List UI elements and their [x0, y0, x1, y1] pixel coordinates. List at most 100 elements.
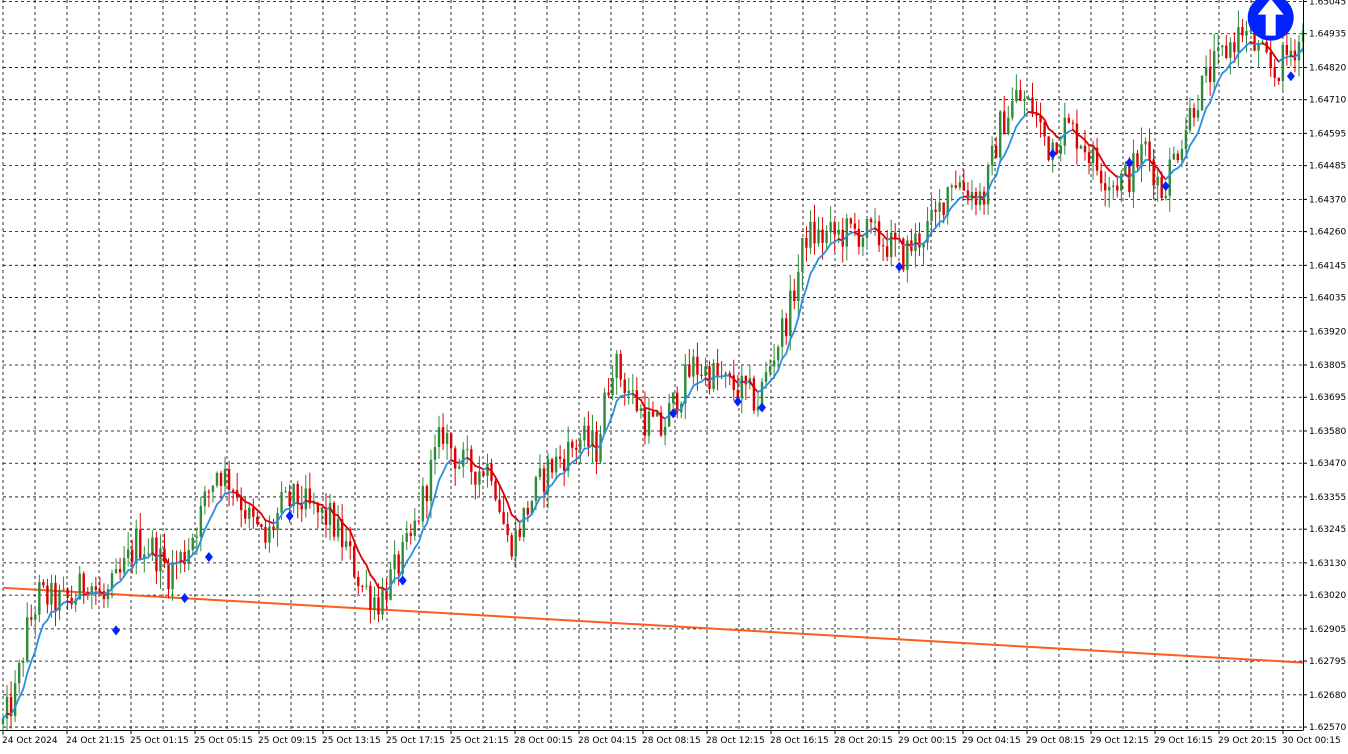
candle-body: [1060, 146, 1062, 154]
candle-body: [781, 318, 783, 347]
candle-body: [1193, 108, 1195, 118]
slow-moving-average: [3, 588, 1303, 663]
fast-ma-segment: [370, 575, 374, 580]
fast-ma-segment: [1101, 158, 1105, 165]
candle-body: [393, 554, 395, 569]
time-tick-label: 25 Oct 13:15: [322, 736, 381, 746]
fast-ma-segment: [419, 530, 423, 542]
candle-body: [510, 535, 512, 556]
candle-body: [139, 530, 141, 559]
candle-body: [664, 427, 666, 436]
candle-body: [381, 589, 383, 615]
candle-body: [842, 230, 844, 247]
time-tick-label: 28 Oct 20:15: [834, 736, 893, 746]
candle-body: [575, 448, 577, 450]
candle-body: [1023, 100, 1025, 101]
fast-ma-segment: [197, 541, 201, 551]
fast-ma-segment: [1190, 139, 1194, 145]
candle-body: [615, 354, 617, 378]
candle-body: [1173, 154, 1175, 160]
grid-lines: [3, 0, 1303, 730]
candle-body: [777, 347, 779, 361]
candle-body: [801, 238, 803, 272]
candle-body: [502, 512, 504, 524]
candle-body: [579, 440, 581, 450]
fast-ma-segment: [786, 340, 790, 354]
candle-body: [938, 202, 940, 211]
candle-body: [599, 434, 601, 462]
candle-body: [1278, 78, 1280, 81]
time-tick-label: 25 Oct 01:15: [130, 736, 189, 746]
fast-ma-segment: [1053, 132, 1057, 137]
candle-body: [1165, 196, 1167, 198]
candle-body: [1205, 67, 1207, 76]
candle-body: [204, 492, 206, 506]
candle-body: [1116, 186, 1118, 191]
diamond-marker: [112, 625, 120, 635]
candle-body: [611, 378, 613, 395]
candle-body: [438, 427, 440, 447]
candle-body: [349, 541, 351, 546]
time-tick-label: 24 Oct 2024: [2, 736, 58, 746]
fast-ma-segment: [213, 504, 217, 513]
fast-ma-segment: [1020, 116, 1024, 121]
candle-body: [1092, 148, 1094, 163]
candle-body: [785, 318, 787, 336]
fast-ma-segment: [508, 503, 512, 515]
candle-body: [825, 232, 827, 243]
candle-body: [624, 380, 626, 393]
fast-ma-segment: [362, 559, 366, 565]
fast-ma-segment: [366, 565, 370, 575]
candle-body: [555, 457, 557, 473]
candle-body: [1080, 146, 1082, 149]
candle-body: [805, 238, 807, 248]
candle-body: [38, 582, 40, 615]
fast-ma-segment: [1016, 121, 1020, 127]
candle-body: [228, 469, 230, 490]
candle-body: [821, 229, 823, 242]
time-tick-label: 25 Oct 09:15: [258, 736, 317, 746]
candle-body: [652, 412, 654, 417]
candle-body: [450, 433, 452, 448]
candle-body: [361, 586, 363, 587]
candle-body: [1197, 110, 1199, 117]
price-tick-label: 1.63920: [1309, 327, 1346, 337]
candle-body: [696, 357, 698, 375]
candle-body: [741, 376, 743, 399]
candle-body: [854, 224, 856, 229]
candle-body: [151, 538, 153, 554]
candle-body: [769, 366, 771, 372]
candle-body: [1237, 27, 1239, 52]
fast-ma-segment: [613, 401, 617, 414]
time-tick-label: 24 Oct 21:15: [66, 736, 125, 746]
price-tick-label: 1.64595: [1309, 129, 1346, 139]
candle-body: [813, 222, 815, 244]
fast-ma-segment: [374, 580, 378, 588]
candle-body: [1003, 111, 1005, 134]
price-tick-label: 1.64370: [1309, 195, 1346, 205]
candle-body: [329, 503, 331, 525]
candle-body: [337, 519, 339, 537]
price-tick-label: 1.64035: [1309, 294, 1346, 304]
candle-body: [523, 508, 525, 537]
candle-body: [208, 492, 210, 493]
signal-markers: [112, 71, 1295, 635]
fast-ma-segment: [1158, 168, 1162, 175]
price-tick-label: 1.64485: [1309, 162, 1346, 172]
candle-body: [1112, 186, 1114, 187]
price-tick-label: 1.63355: [1309, 493, 1346, 503]
candle-body: [628, 391, 630, 393]
candle-body: [1185, 130, 1187, 149]
fast-ma-segment: [39, 625, 43, 636]
fast-ma-segment: [1004, 147, 1008, 155]
candle-body: [46, 585, 48, 604]
candle-body: [1136, 153, 1138, 167]
candle-body: [244, 510, 246, 519]
candle-body: [648, 412, 650, 436]
candle-body: [119, 569, 121, 573]
candle-body: [519, 530, 521, 537]
fast-ma-segment: [415, 542, 419, 548]
candle-body: [1233, 42, 1235, 52]
